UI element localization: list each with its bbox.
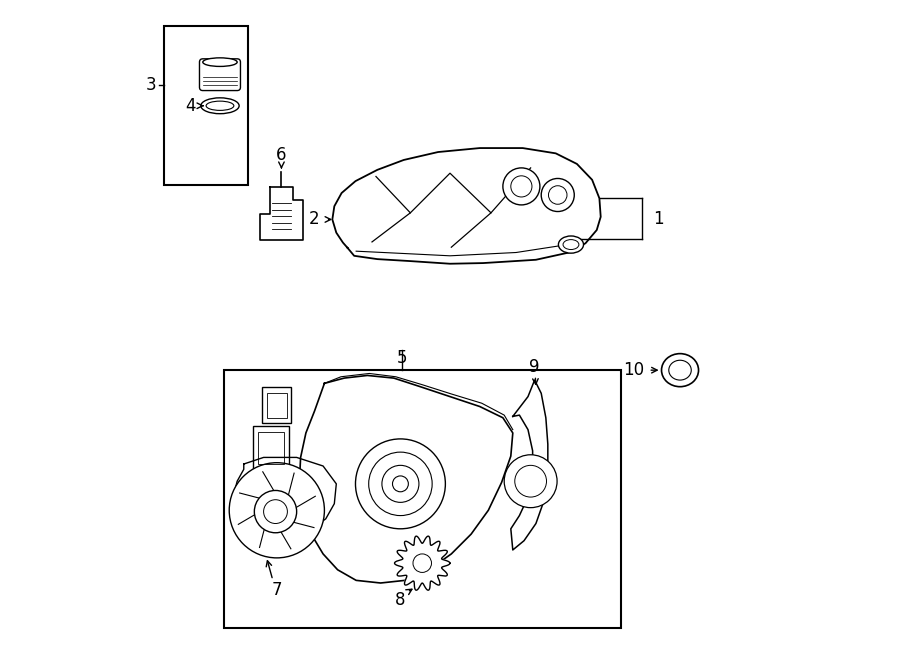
Text: 4: 4	[185, 97, 196, 115]
Ellipse shape	[202, 58, 238, 67]
Circle shape	[515, 465, 546, 497]
Polygon shape	[259, 187, 303, 240]
Bar	[165, 26, 248, 185]
Circle shape	[262, 496, 292, 525]
Circle shape	[392, 476, 409, 492]
Circle shape	[541, 178, 574, 212]
Circle shape	[270, 504, 284, 517]
Polygon shape	[233, 457, 337, 534]
Circle shape	[382, 465, 418, 502]
Text: 8: 8	[395, 591, 406, 609]
Bar	[253, 426, 290, 471]
Bar	[262, 387, 292, 423]
Polygon shape	[332, 148, 600, 264]
Circle shape	[230, 463, 324, 558]
Circle shape	[369, 452, 432, 516]
Text: 3: 3	[146, 75, 157, 94]
Ellipse shape	[201, 98, 239, 114]
Circle shape	[503, 168, 540, 205]
Text: 9: 9	[529, 358, 540, 376]
Bar	[224, 370, 620, 628]
Text: 5: 5	[397, 349, 408, 368]
Polygon shape	[300, 375, 513, 583]
Bar	[267, 393, 287, 418]
Circle shape	[356, 439, 446, 529]
Text: 1: 1	[653, 210, 664, 229]
Circle shape	[264, 500, 287, 524]
Text: 10: 10	[623, 361, 644, 379]
Bar	[258, 432, 284, 464]
Text: 6: 6	[276, 146, 287, 165]
Polygon shape	[511, 380, 548, 550]
Ellipse shape	[558, 236, 583, 253]
Ellipse shape	[662, 354, 698, 387]
Text: 2: 2	[310, 210, 320, 229]
Ellipse shape	[669, 360, 691, 380]
Ellipse shape	[206, 101, 234, 110]
Circle shape	[504, 455, 557, 508]
Circle shape	[413, 554, 431, 572]
FancyBboxPatch shape	[200, 59, 240, 91]
Text: 7: 7	[272, 580, 282, 599]
Ellipse shape	[563, 239, 579, 249]
Circle shape	[255, 490, 297, 533]
Polygon shape	[394, 536, 450, 590]
